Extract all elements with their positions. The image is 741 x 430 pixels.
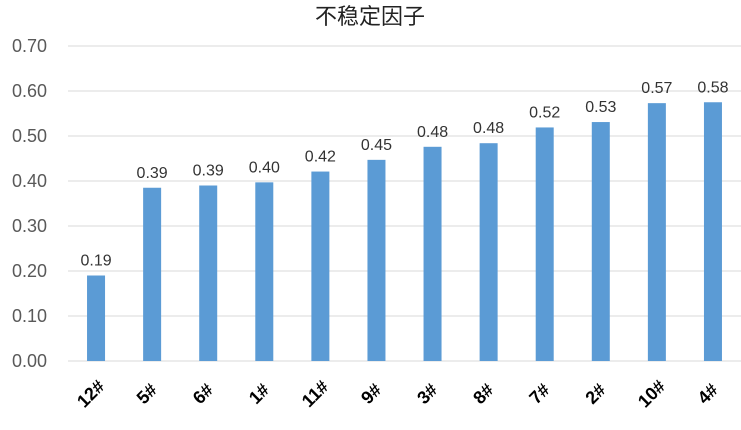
data-label: 0.42 [305, 149, 336, 166]
y-axis: 0.00 0.10 0.20 0.30 0.40 0.50 0.60 0.70 [12, 36, 47, 371]
bar [311, 171, 330, 361]
x-tick-label: 11# [298, 376, 333, 411]
y-tick-label: 0.60 [12, 81, 47, 101]
bar [143, 187, 162, 361]
chart-title: 不稳定因子 [315, 5, 425, 30]
x-axis: 12# 5# 6# 1# 11# 9# 3# 8# 7# 2# 10# 4# [73, 376, 722, 411]
bar [255, 182, 274, 361]
x-tick-label: 1# [245, 380, 273, 408]
data-label: 0.48 [473, 120, 504, 137]
y-tick-label: 0.00 [12, 351, 47, 371]
x-tick-label: 3# [413, 380, 441, 408]
data-label: 0.58 [697, 79, 728, 96]
data-label: 0.40 [249, 159, 280, 176]
bars [87, 102, 722, 362]
x-tick-label: 5# [133, 380, 161, 408]
x-tick-label: 4# [694, 380, 722, 408]
x-tick-label: 7# [525, 380, 553, 408]
y-tick-label: 0.40 [12, 171, 47, 191]
x-tick-label: 12# [73, 376, 108, 411]
bar [199, 185, 218, 361]
bar [703, 102, 722, 361]
data-label: 0.39 [193, 163, 224, 180]
bar [479, 143, 498, 361]
y-tick-label: 0.50 [12, 126, 47, 146]
y-tick-label: 0.70 [12, 36, 47, 56]
data-label: 0.45 [361, 137, 392, 154]
x-tick-label: 6# [189, 380, 217, 408]
data-label: 0.57 [641, 80, 672, 97]
data-label: 0.19 [80, 253, 111, 270]
data-label: 0.48 [417, 124, 448, 141]
data-label: 0.53 [585, 99, 616, 116]
y-tick-label: 0.10 [12, 306, 47, 326]
bar [591, 122, 610, 361]
x-tick-label: 10# [634, 376, 669, 411]
gridlines [68, 45, 741, 362]
data-label: 0.39 [137, 165, 168, 182]
y-tick-label: 0.20 [12, 261, 47, 281]
y-tick-label: 0.30 [12, 216, 47, 236]
data-label: 0.52 [529, 104, 560, 121]
bar [367, 159, 386, 361]
bar [423, 146, 442, 361]
data-labels: 0.19 0.39 0.39 0.40 0.42 0.45 0.48 0.48 0.52 0.53… [80, 79, 728, 269]
bar [535, 127, 554, 361]
x-tick-label: 9# [357, 380, 385, 408]
x-tick-label: 8# [469, 380, 497, 408]
bar [87, 275, 106, 361]
bar [647, 103, 666, 362]
x-tick-label: 2# [581, 380, 609, 408]
